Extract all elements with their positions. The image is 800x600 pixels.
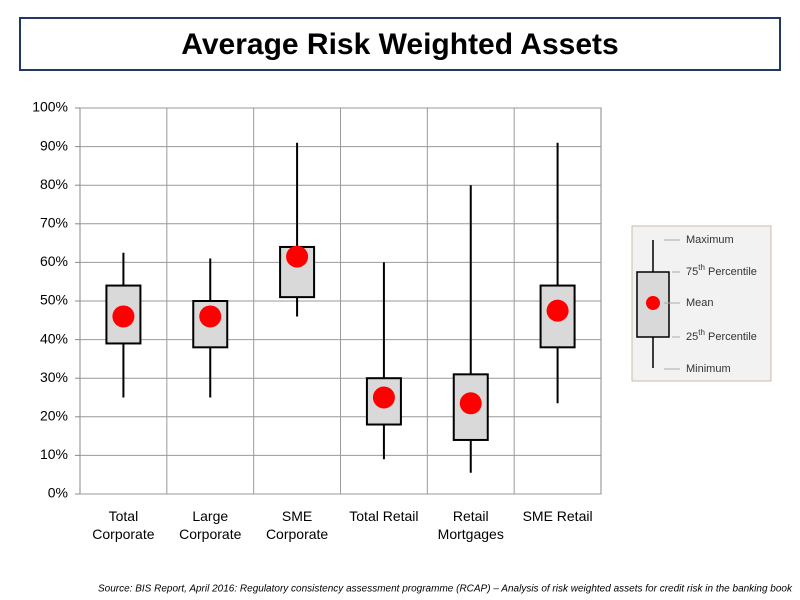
box	[105, 284, 142, 345]
y-tick-label: 70%	[40, 215, 68, 231]
x-tick-label: SME Corporate	[265, 508, 329, 542]
mean-marker	[199, 305, 222, 328]
y-tick-label: 40%	[40, 330, 68, 346]
box	[539, 284, 576, 349]
title-box	[19, 17, 781, 71]
legend-label: Minimum	[686, 363, 731, 375]
mean-marker	[286, 245, 309, 268]
y-tick-label: 90%	[40, 137, 68, 153]
y-tick-label: 60%	[40, 253, 68, 269]
x-tick-label: Total Corporate	[92, 508, 155, 542]
y-tick-label: 30%	[40, 369, 68, 385]
legend-mean-icon	[646, 296, 660, 310]
y-tick-label: 20%	[40, 408, 68, 424]
y-tick-label: 10%	[40, 446, 68, 462]
mean-marker	[372, 386, 395, 409]
legend-label: Maximum	[686, 234, 734, 246]
x-tick-label: SME Retail	[522, 508, 593, 524]
chart-title: Average Risk Weighted Assets	[181, 28, 618, 61]
mean-marker	[459, 392, 482, 415]
x-tick-label: Total Retail	[349, 508, 419, 524]
y-tick-label: 0%	[48, 485, 68, 501]
x-tick-label: Retail Mortgages	[437, 508, 504, 542]
legend-label: 25th Percentile	[686, 328, 757, 343]
y-tick-label: 80%	[40, 176, 68, 192]
legend-label: 75th Percentile	[686, 263, 757, 278]
legend: Maximum 75th Percentile Mean 25th Percen…	[631, 225, 772, 382]
y-tick-label: 100%	[32, 99, 68, 115]
mean-marker	[112, 305, 135, 328]
legend-leaders	[664, 239, 680, 370]
legend-label: Mean	[686, 297, 714, 309]
mean-marker	[546, 299, 569, 322]
source-note: Source: BIS Report, April 2016: Regulato…	[98, 584, 793, 595]
y-tick-label: 50%	[40, 292, 68, 308]
x-tick-label: Large Corporate	[179, 508, 242, 542]
